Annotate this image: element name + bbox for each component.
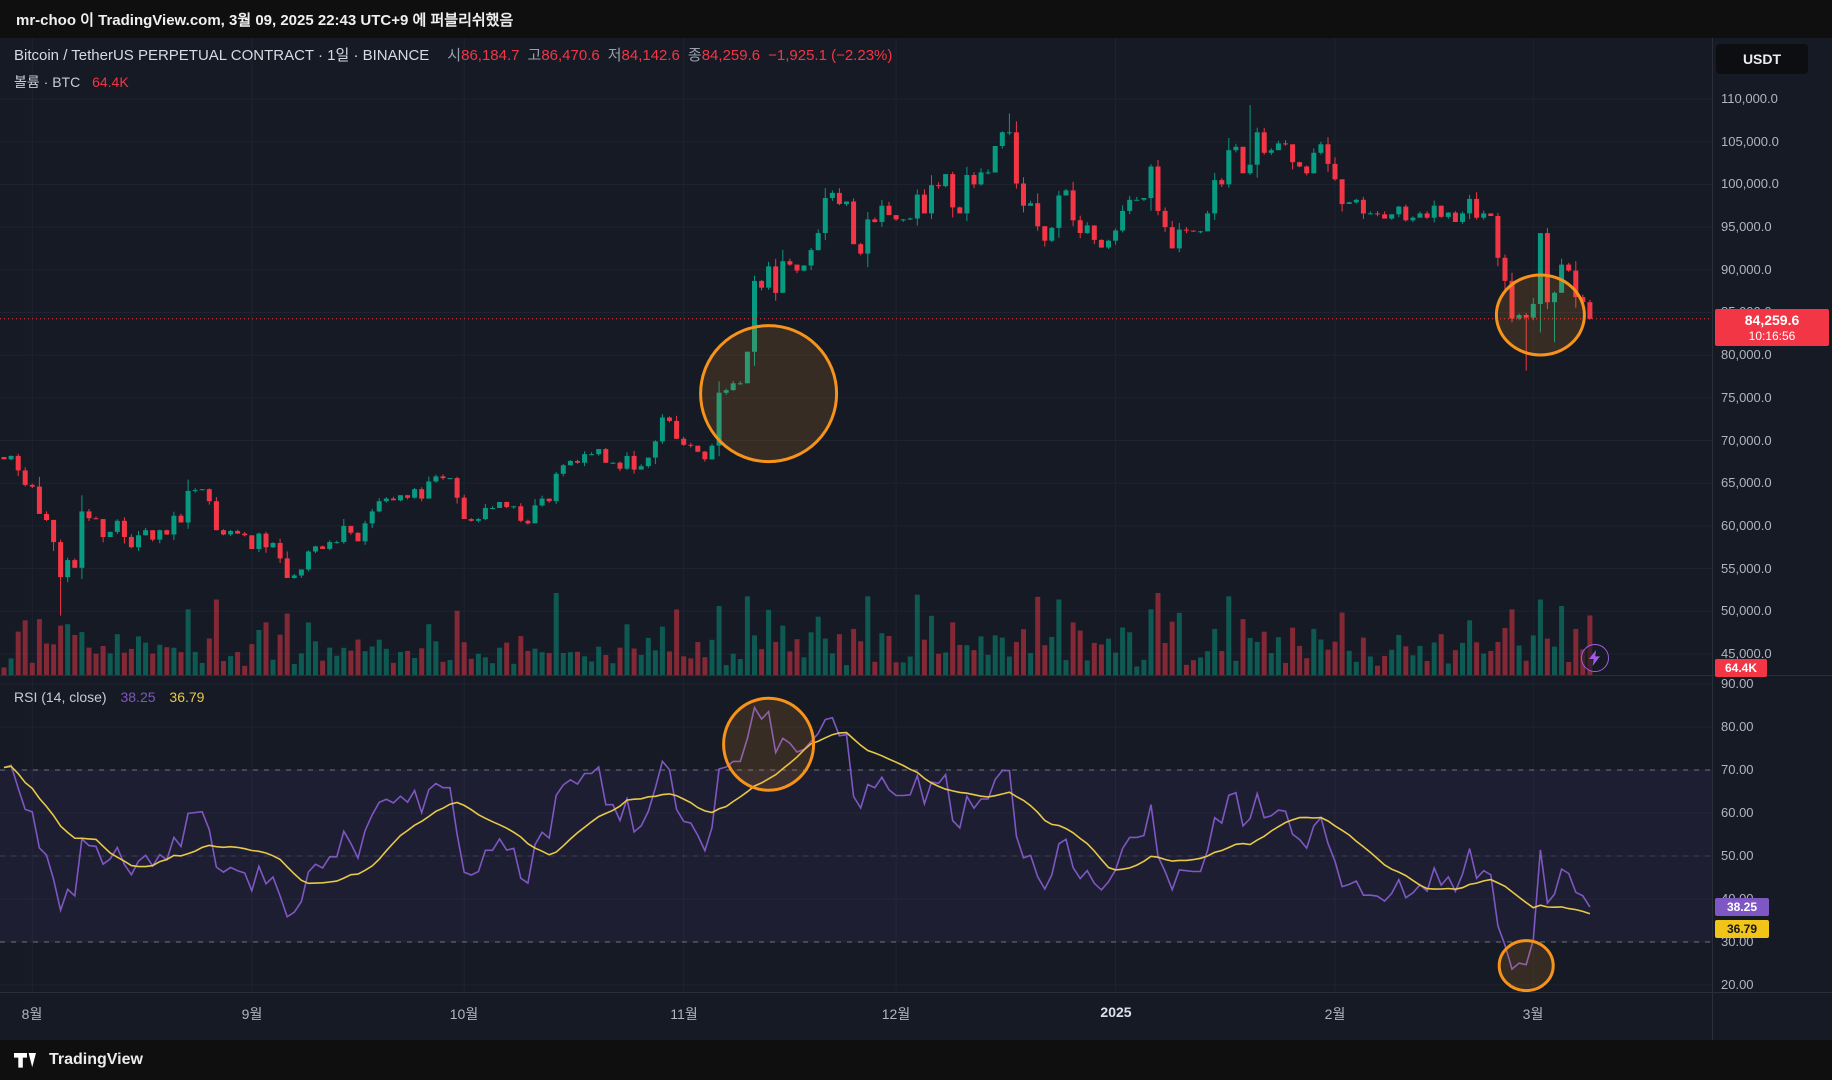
last-price-badge-value: 84,259.6 [1744,312,1800,328]
rsi-band [0,769,1712,943]
rsi-grid [0,675,1712,992]
rsi-ma-value: 36.79 [169,689,205,705]
rsi-ma-value-badge: 36.79 [1715,920,1769,938]
volume-indicator-label[interactable]: 볼륨 · BTC [14,74,81,90]
rsi-value-badge: 38.25 [1715,898,1769,916]
lightning-bolt-icon [1589,650,1600,666]
time-axis-label: 3월 [1522,1006,1544,1022]
rsi-axis-label: 80.00 [1721,719,1754,734]
publish-bar: mr-choo 이 TradingView.com, 3월 09, 2025 2… [0,0,1832,38]
time-axis-label: 2025 [1100,1004,1132,1020]
rsi-value: 38.25 [120,689,156,705]
publish-text: mr-choo 이 TradingView.com, 3월 09, 2025 2… [16,11,514,29]
currency-toggle-button[interactable]: USDT [1716,44,1808,74]
pane-separator[interactable] [0,675,1832,676]
rsi-annotation-circles [722,696,1555,992]
price-annotation-circles [699,273,1586,464]
low-value: 84,142.6 [621,47,680,64]
volume-badge: 64.4K [1715,659,1767,677]
close-label: 종 [687,47,702,64]
footer-bar: TradingView [0,1040,1832,1080]
price-axis-label: 70,000.0 [1721,433,1772,448]
instant-order-button[interactable] [1581,644,1609,672]
open-value: 86,184.7 [461,47,520,64]
price-axis-label: 45,000.0 [1721,646,1772,661]
change-value: −1,925.1 (−2.23%) [768,47,893,64]
bar-countdown: 10:16:56 [1748,329,1796,343]
price-axis-panel[interactable]: 110,000.0 105,000.0 100,000.0 95,000.0 90,00… [1713,38,1832,1040]
legend-line-2: 볼륨 · BTC 64.4K [14,72,892,92]
rsi-axis-label: 90.00 [1721,676,1754,691]
rsi-legend: RSI (14, close) 38.25 36.79 [14,689,204,705]
price-axis-label: 80,000.0 [1721,347,1772,362]
symbol-title[interactable]: Bitcoin / TetherUS PERPETUAL CONTRACT · … [14,47,430,64]
low-label: 저 [607,47,622,64]
price-axis-label: 50,000.0 [1721,603,1772,618]
price-grid [0,38,1712,675]
price-axis-label: 65,000.0 [1721,475,1772,490]
time-axis-label: 11월 [670,1006,698,1022]
time-axis-label: 9월 [241,1006,263,1022]
tradingview-brand-text[interactable]: TradingView [49,1051,143,1068]
open-label: 시 [447,47,462,64]
price-axis-label: 110,000.0 [1721,91,1778,106]
rsi-axis-label: 70.00 [1721,762,1754,777]
close-value: 84,259.6 [701,47,761,64]
price-axis-separator[interactable] [1712,38,1713,1040]
time-axis[interactable]: 8월 9월 10월 11월 12월 2025 2월 3월 [0,992,1712,1040]
last-price-badge: 84,259.6 10:16:56 [1715,309,1829,346]
price-axis-label: 60,000.0 [1721,518,1772,533]
rsi-lines [3,705,1591,971]
time-axis-label: 10월 [449,1006,479,1022]
rsi-axis-label: 60.00 [1721,805,1754,820]
chart-legend: Bitcoin / TetherUS PERPETUAL CONTRACT · … [14,46,892,92]
price-axis-label: 105,000.0 [1721,134,1779,149]
rsi-indicator-label[interactable]: RSI (14, close) [14,689,107,705]
legend-line-1: Bitcoin / TetherUS PERPETUAL CONTRACT · … [14,46,892,66]
price-axis-label: 100,000.0 [1721,176,1779,191]
rsi-pane[interactable] [0,675,1712,992]
time-axis-label: 2월 [1324,1006,1346,1022]
high-label: 고 [527,47,542,64]
price-axis-label: 75,000.0 [1721,390,1772,405]
price-axis-label: 55,000.0 [1721,561,1772,576]
volume-bars [1,593,1593,675]
candlesticks [1,105,1593,616]
price-axis-label: 95,000.0 [1721,219,1772,234]
rsi-axis-label: 20.00 [1721,977,1754,992]
rsi-axis-label: 50.00 [1721,848,1754,863]
time-axis-label: 8월 [21,1006,43,1022]
time-axis-label: 12월 [881,1006,911,1022]
high-value: 86,470.6 [541,47,600,64]
price-pane[interactable] [0,38,1712,675]
time-axis-separator [0,992,1832,993]
volume-indicator-value: 64.4K [92,74,129,90]
price-axis-label: 90,000.0 [1721,262,1772,277]
tradingview-logo-icon[interactable] [14,1052,40,1068]
